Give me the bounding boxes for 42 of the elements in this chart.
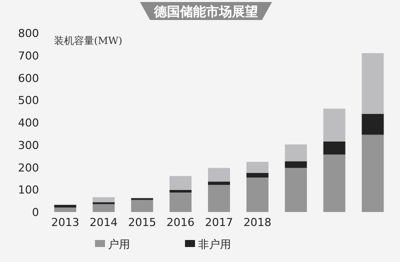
bar <box>170 176 192 190</box>
bar <box>208 168 230 182</box>
bar <box>92 204 115 212</box>
x-tick-label: 2014 <box>90 216 118 229</box>
y-tick-label: 0 <box>32 206 39 219</box>
y-tick-label: 100 <box>18 184 39 197</box>
y-tick-label: 400 <box>18 116 39 130</box>
legend-label: 非户用 <box>198 238 231 251</box>
bar <box>208 182 230 185</box>
y-tick-label: 200 <box>18 161 39 174</box>
legend-label: 户用 <box>108 238 130 251</box>
y-tick-label: 300 <box>18 138 39 152</box>
bar <box>362 134 384 212</box>
bar <box>54 208 76 212</box>
bar <box>284 161 307 168</box>
bar <box>54 204 76 208</box>
bar <box>362 53 384 114</box>
y-tick-label: 500 <box>18 94 39 108</box>
bar <box>323 154 346 212</box>
bar <box>246 178 268 212</box>
bar <box>323 142 346 154</box>
x-tick-label: 2016 <box>166 216 195 229</box>
bar <box>92 197 115 202</box>
y-tick-label: 700 <box>18 49 39 62</box>
chart-title: 德国储能市场展望 <box>153 4 258 20</box>
x-tick-label: 2015 <box>128 216 156 229</box>
bar <box>284 168 307 212</box>
bar <box>362 114 384 135</box>
bar <box>208 184 230 212</box>
bar <box>246 172 268 178</box>
y-tick-label: 800 <box>18 27 39 40</box>
y-axis-title: 装机容量(MW) <box>54 35 122 47</box>
bar <box>323 108 346 142</box>
y-tick-label: 600 <box>18 72 39 85</box>
bar <box>284 144 307 162</box>
bar <box>170 190 192 193</box>
bar <box>170 192 192 212</box>
bar <box>131 200 154 212</box>
x-tick-label: 2018 <box>243 216 272 229</box>
x-tick-label: 2013 <box>51 216 80 229</box>
bar <box>246 162 268 173</box>
x-tick-label: 2017 <box>205 216 233 229</box>
